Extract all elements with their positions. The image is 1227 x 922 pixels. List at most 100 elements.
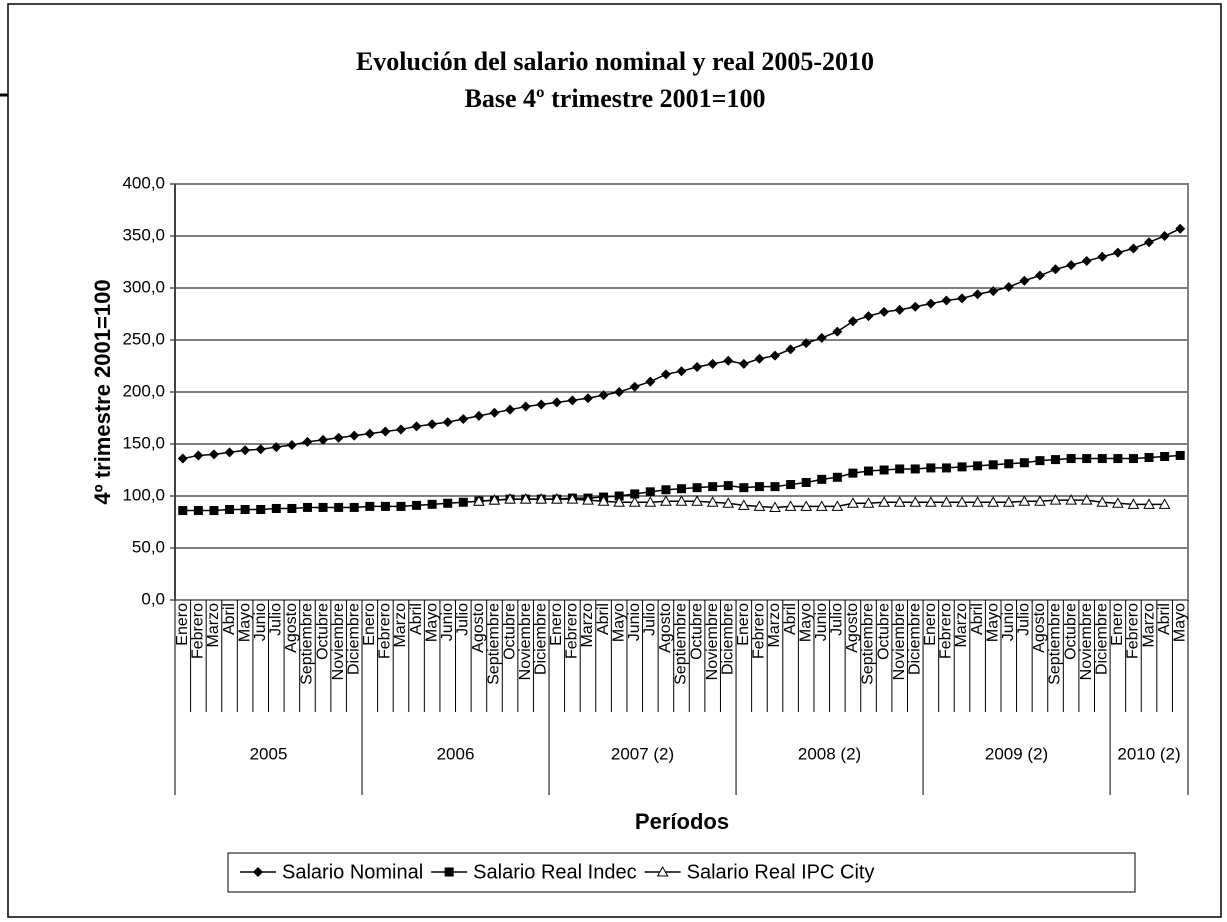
x-tick-label: Mayo [797, 603, 814, 642]
point [722, 497, 735, 508]
point [318, 502, 328, 512]
x-tick-label: Enero [361, 603, 378, 646]
x-tick-label: Marzo [579, 603, 596, 648]
point [598, 390, 609, 401]
point [349, 430, 360, 441]
point [458, 414, 469, 425]
chart-title: Evolución del salario nominal y real 200… [356, 47, 874, 76]
point [365, 501, 375, 511]
point [613, 496, 626, 507]
x-tick-label: Febrero [190, 603, 207, 659]
point [910, 464, 920, 474]
point [287, 503, 297, 513]
x-tick-label: Abril [221, 603, 238, 635]
x-tick-label: Febrero [377, 603, 394, 659]
x-tick-label: Agosto [1031, 603, 1048, 653]
point [255, 444, 266, 455]
x-tick-label: Abril [1156, 603, 1173, 635]
point [784, 500, 797, 511]
point [800, 500, 813, 511]
point [396, 501, 406, 511]
point [770, 350, 781, 361]
x-tick-label: Abril [969, 603, 986, 635]
point [847, 497, 859, 508]
point [644, 496, 657, 507]
point [817, 474, 827, 484]
point [1003, 281, 1014, 292]
point [1049, 494, 1062, 505]
point [801, 338, 812, 349]
point [1002, 496, 1015, 507]
point [941, 463, 951, 473]
point [209, 506, 219, 516]
x-tick-label: Febrero [564, 603, 581, 659]
point [427, 499, 437, 509]
point [847, 316, 858, 327]
point [957, 293, 968, 304]
point [786, 480, 796, 490]
point [567, 395, 578, 406]
point [1158, 498, 1171, 509]
point [677, 484, 686, 494]
x-tick-label: Septiembre [1047, 603, 1064, 685]
point [488, 494, 501, 505]
legend-label: Salario Nominal [282, 861, 423, 883]
point [660, 369, 671, 380]
y-tick-label: 100,0 [122, 485, 165, 504]
point [832, 326, 843, 337]
point [692, 483, 702, 493]
x-tick-label: Octubre [1062, 603, 1079, 660]
point [193, 506, 203, 516]
point [286, 440, 297, 451]
y-tick-label: 150,0 [122, 433, 165, 452]
x-tick-label: Marzo [1140, 603, 1157, 648]
point [926, 463, 936, 473]
point [925, 496, 937, 507]
y-tick-label: 300,0 [122, 277, 165, 296]
point [956, 496, 968, 507]
point [349, 502, 359, 512]
point [550, 493, 563, 504]
point [957, 462, 967, 472]
point [240, 505, 250, 515]
point [707, 358, 718, 369]
point [629, 381, 640, 392]
x-tick-label: Julio [268, 603, 285, 636]
point [708, 482, 718, 492]
point [240, 445, 251, 456]
x-tick-label: Julio [455, 603, 472, 636]
point [318, 434, 329, 445]
point [442, 417, 453, 428]
point [1050, 264, 1061, 275]
point [988, 286, 999, 297]
x-tick-label: Mayo [236, 603, 253, 642]
x-tick-label: Agosto [470, 603, 487, 653]
point [1175, 223, 1186, 234]
group-label: 2009 (2) [985, 744, 1048, 763]
x-tick-label: Mayo [984, 603, 1001, 642]
point [630, 489, 640, 499]
point [864, 466, 874, 476]
point [178, 506, 188, 516]
y-tick-label: 250,0 [122, 329, 165, 348]
point [940, 496, 953, 507]
point [909, 496, 922, 507]
point [224, 447, 235, 458]
x-tick-label: Marzo [953, 603, 970, 648]
point [770, 482, 780, 492]
group-label: 2006 [437, 744, 475, 763]
point [614, 387, 625, 397]
point [1080, 494, 1093, 505]
point [1066, 454, 1076, 464]
point [443, 498, 453, 508]
x-tick-label: Diciembre [345, 603, 362, 675]
x-tick-label: Julio [1016, 603, 1033, 636]
point [785, 344, 796, 355]
point [1018, 495, 1031, 506]
point [1128, 454, 1138, 464]
point [1034, 270, 1045, 281]
x-tick-label: Agosto [844, 603, 861, 653]
point [505, 404, 516, 415]
x-tick-label: Enero [1109, 603, 1126, 646]
